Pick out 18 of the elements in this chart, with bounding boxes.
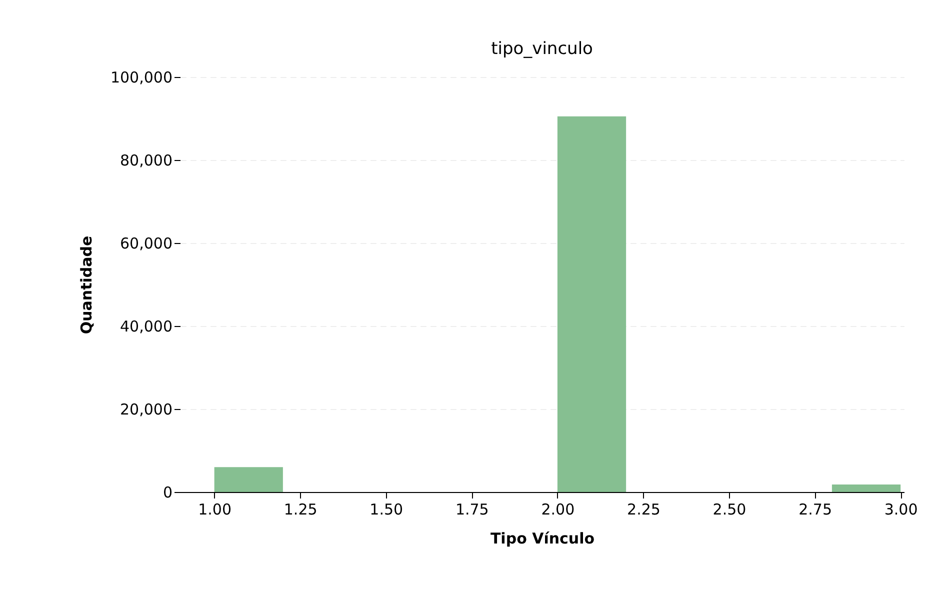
x-tick-label: 2.75 <box>798 500 832 518</box>
x-tick-label: 2.25 <box>627 500 660 518</box>
y-axis-title: Quantidade <box>77 236 96 334</box>
chart-title: tipo_vinculo <box>491 39 593 59</box>
y-tick-label: 0 <box>162 484 172 502</box>
x-tick-label: 3.00 <box>884 500 918 518</box>
x-tick-label: 1.50 <box>370 500 404 518</box>
x-tick-label: 2.00 <box>541 500 575 518</box>
x-tick-label: 1.75 <box>455 500 489 518</box>
y-tick-label: 60,000 <box>120 234 172 252</box>
x-tick-label: 2.50 <box>712 500 746 518</box>
y-tick-label: 80,000 <box>120 152 172 170</box>
x-tick-label: 1.00 <box>198 500 232 518</box>
x-axis-title: Tipo Vínculo <box>490 530 595 548</box>
x-tick-label: 1.25 <box>284 500 318 518</box>
y-tick-label: 20,000 <box>120 400 172 418</box>
y-tick-label: 40,000 <box>120 318 172 336</box>
y-tick-label: 100,000 <box>110 68 172 86</box>
